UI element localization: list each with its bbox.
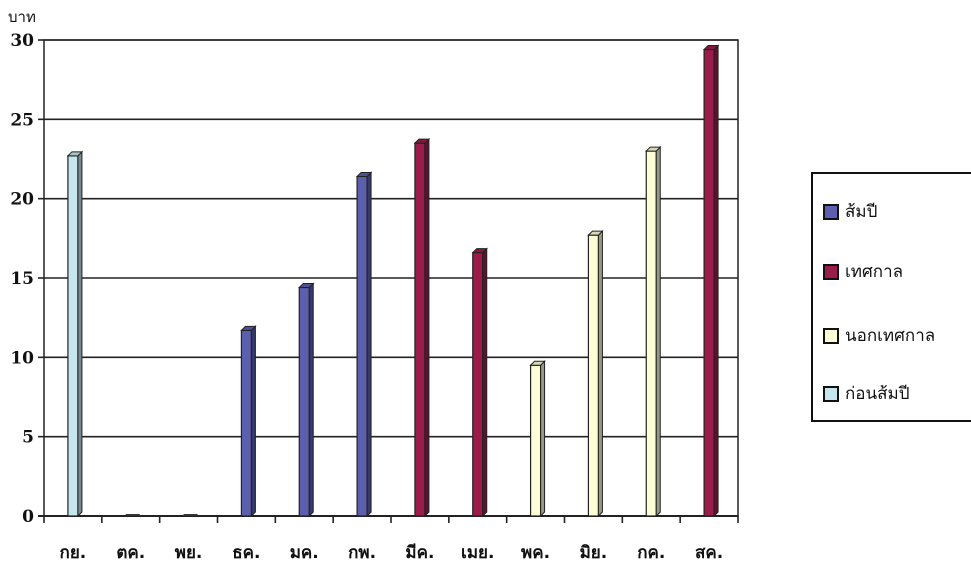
bar bbox=[702, 44, 720, 518]
legend-swatch bbox=[823, 385, 839, 402]
bar bbox=[125, 514, 140, 516]
axes bbox=[38, 39, 739, 523]
y-tick-label: 10 bbox=[10, 348, 34, 368]
bar bbox=[587, 229, 604, 518]
x-tick-label: พค. bbox=[521, 543, 550, 563]
y-tick-labels: 0 5 10 15 20 25 30 bbox=[10, 31, 34, 527]
x-tick-label: ธค. bbox=[232, 543, 260, 563]
bar bbox=[529, 360, 546, 518]
y-tick-label: 0 bbox=[22, 507, 34, 527]
x-tick-label: กพ. bbox=[348, 543, 376, 563]
x-tick-label: มิย. bbox=[580, 543, 608, 563]
gridlines bbox=[44, 39, 738, 438]
x-tick-label: กค. bbox=[637, 543, 665, 563]
legend: ส้มปีเทศกาลนอกเทศกาลก่อนส้มปี bbox=[811, 172, 971, 422]
legend-item: เทศกาล bbox=[823, 258, 903, 285]
x-tick-labels: กย. ตค. พย. ธค. มค. กพ. มีค. เมย. พค. มิย. กค. สค. bbox=[60, 542, 724, 563]
bar bbox=[66, 150, 84, 518]
legend-item: นอกเทศกาล bbox=[823, 322, 935, 349]
y-tick-label: 30 bbox=[10, 31, 34, 51]
y-tick-label: 5 bbox=[22, 428, 34, 448]
bar bbox=[240, 325, 257, 518]
bar bbox=[298, 282, 315, 518]
x-tick-label: พย. bbox=[175, 543, 203, 563]
legend-label: ก่อนส้มปี bbox=[845, 384, 910, 404]
y-axis-label: บาท bbox=[8, 8, 36, 26]
x-tick-label: กย. bbox=[60, 543, 87, 563]
x-tick-label: มค. bbox=[290, 543, 319, 563]
x-tick-label: สค. bbox=[695, 543, 723, 563]
y-tick-label: 20 bbox=[10, 190, 34, 210]
x-tick-label: เมย. bbox=[461, 543, 494, 563]
bar bbox=[471, 247, 488, 518]
legend-item: ส้มปี bbox=[823, 198, 877, 225]
legend-label: นอกเทศกาล bbox=[845, 326, 936, 346]
bars bbox=[66, 44, 720, 518]
bar bbox=[645, 145, 662, 518]
bar bbox=[183, 514, 198, 516]
bar bbox=[355, 171, 373, 518]
legend-label: ส้มปี bbox=[845, 202, 878, 222]
legend-label: เทศกาล bbox=[845, 262, 904, 282]
legend-swatch bbox=[823, 263, 839, 280]
x-tick-label: มีค. bbox=[405, 542, 434, 563]
y-tick-label: 25 bbox=[10, 110, 34, 130]
legend-item: ก่อนส้มปี bbox=[823, 380, 910, 407]
legend-swatch bbox=[823, 203, 839, 220]
x-tick-label: ตค. bbox=[116, 543, 145, 563]
legend-swatch bbox=[823, 327, 839, 344]
bar bbox=[413, 137, 431, 518]
y-tick-label: 15 bbox=[10, 269, 34, 289]
